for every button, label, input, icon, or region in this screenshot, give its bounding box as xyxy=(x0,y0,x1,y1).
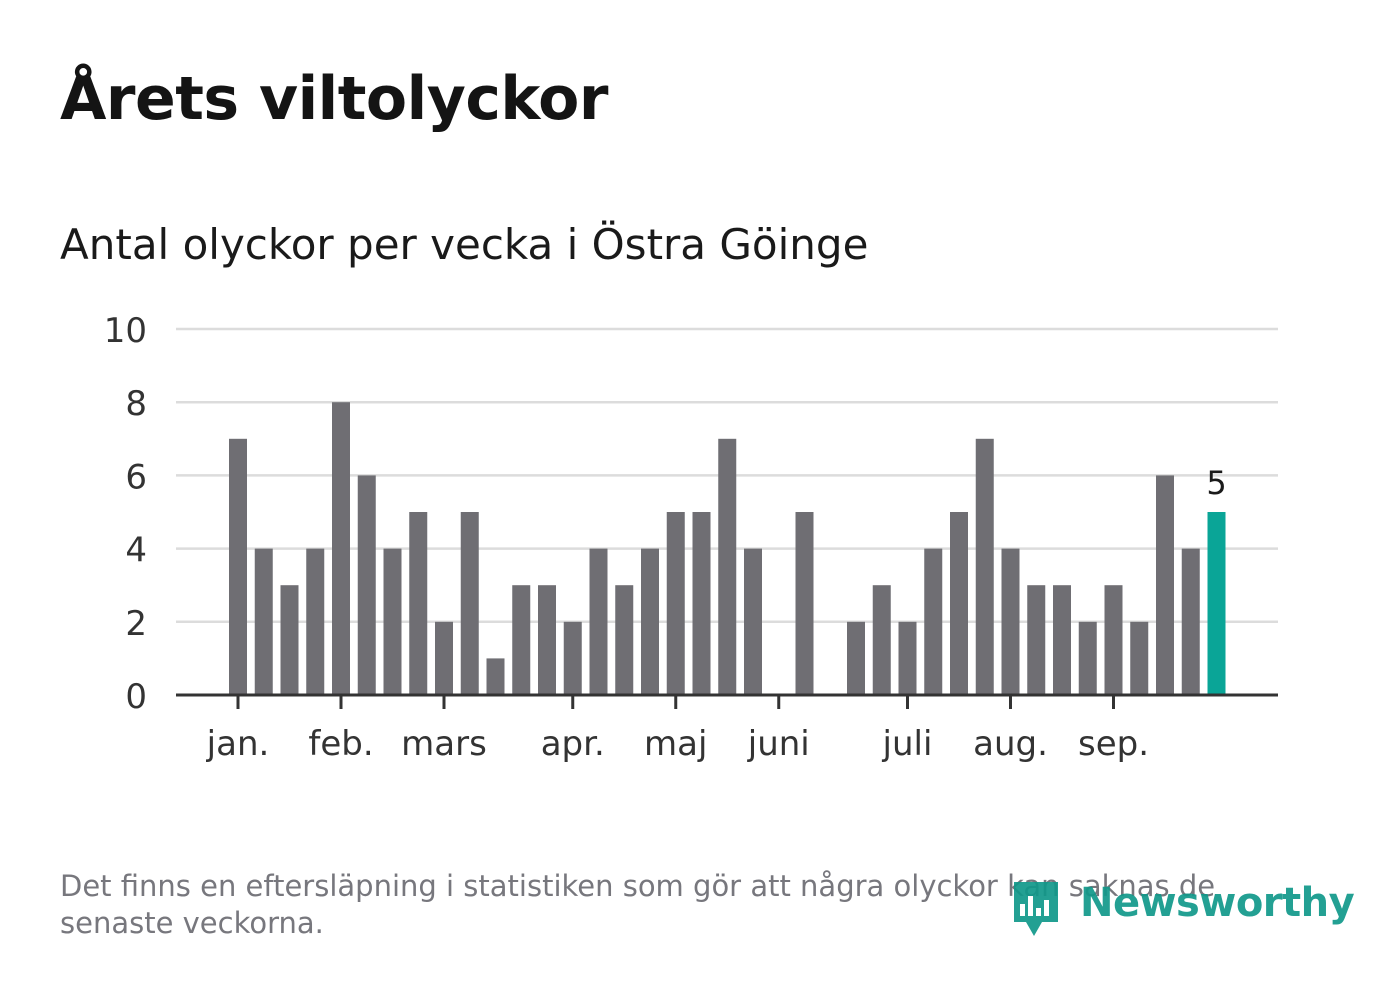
bar xyxy=(254,548,273,695)
bar xyxy=(1181,548,1200,695)
bar xyxy=(666,512,685,695)
x-tick-label: juni xyxy=(747,724,810,764)
bar xyxy=(486,658,505,695)
y-tick-label: 8 xyxy=(125,384,147,424)
newsworthy-bar-chart-icon xyxy=(1014,882,1058,936)
bar xyxy=(692,512,711,695)
bar xyxy=(589,548,608,695)
bar xyxy=(1078,621,1097,695)
chart-subtitle: Antal olyckor per vecka i Östra Göinge xyxy=(60,220,869,269)
bar xyxy=(1130,621,1149,695)
bar xyxy=(615,585,634,695)
bar xyxy=(383,548,402,695)
bar xyxy=(409,512,428,695)
x-tick-label: mars xyxy=(401,724,487,764)
bar xyxy=(898,621,917,695)
x-tick-label: maj xyxy=(644,724,707,764)
x-tick-label: sep. xyxy=(1078,724,1149,764)
bar xyxy=(460,512,479,695)
bar xyxy=(847,621,865,695)
y-tick-label: 4 xyxy=(125,531,147,571)
y-tick-label: 2 xyxy=(125,604,147,644)
bar xyxy=(641,548,659,695)
bar xyxy=(306,548,325,695)
bars xyxy=(229,402,1226,695)
bar-latest-week xyxy=(1207,512,1226,695)
bar xyxy=(280,585,299,695)
bar xyxy=(1027,585,1046,695)
bar xyxy=(357,475,376,695)
bar xyxy=(1104,585,1123,695)
bar xyxy=(512,585,531,695)
bar xyxy=(1156,475,1174,695)
bar xyxy=(1053,585,1071,695)
x-tick-label: feb. xyxy=(308,724,373,764)
newsworthy-logo: Newsworthy xyxy=(1010,874,1355,944)
x-axis xyxy=(176,693,1278,709)
y-tick-label: 10 xyxy=(104,311,147,351)
bar xyxy=(924,548,943,695)
x-tick-label: juli xyxy=(882,724,933,764)
bar xyxy=(563,621,582,695)
x-tick-label: aug. xyxy=(973,724,1048,764)
y-tick-label: 6 xyxy=(125,457,147,497)
bar xyxy=(975,438,994,695)
bar xyxy=(1001,548,1020,695)
bar xyxy=(332,402,350,695)
chart-title: Årets viltolyckor xyxy=(60,64,609,134)
y-tick-label: 0 xyxy=(125,677,147,717)
bar xyxy=(538,585,556,695)
bar xyxy=(435,621,453,695)
bar xyxy=(229,438,247,695)
x-tick-label: jan. xyxy=(206,724,270,764)
axis-labels: 0 2 4 6 8 10 5 jan. feb. mars apr. maj juni juli aug. s… xyxy=(104,311,1227,764)
bar xyxy=(950,512,968,695)
x-tick-label: apr. xyxy=(541,724,605,764)
bar xyxy=(744,548,762,695)
bar xyxy=(795,512,814,695)
logo-text: Newsworthy xyxy=(1080,880,1355,926)
bar xyxy=(872,585,891,695)
bar xyxy=(718,438,737,695)
bar-value-label: 5 xyxy=(1206,464,1226,502)
